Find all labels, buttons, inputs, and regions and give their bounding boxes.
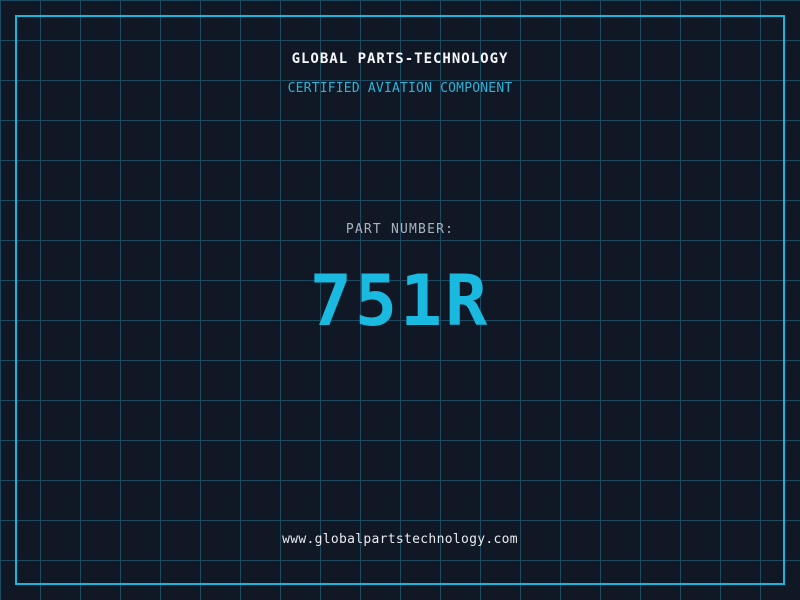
certification-subtitle: CERTIFIED AVIATION COMPONENT: [287, 81, 513, 96]
inner-frame-border: [15, 15, 785, 585]
company-title: GLOBAL PARTS-TECHNOLOGY: [291, 51, 509, 67]
part-number-label: PART NUMBER:: [345, 222, 455, 237]
part-number-value: 751R: [309, 260, 491, 342]
website-url: www.globalpartstechnology.com: [282, 532, 518, 547]
